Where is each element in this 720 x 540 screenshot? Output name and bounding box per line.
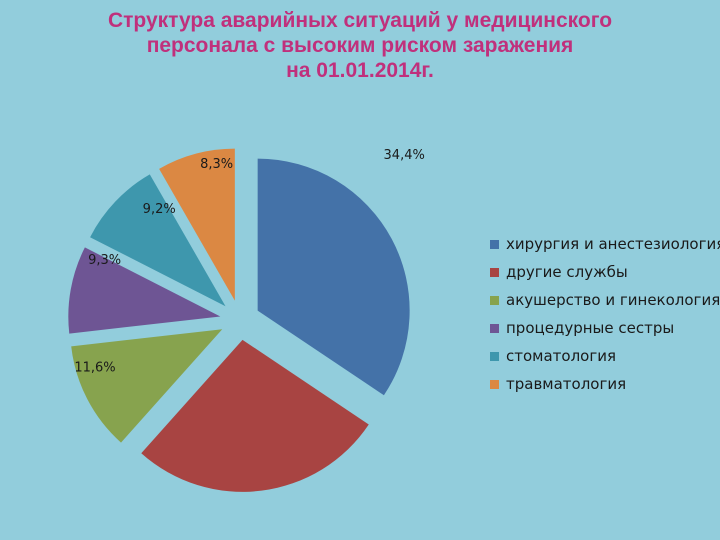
data-label-5: 8,3% — [200, 157, 233, 172]
legend-swatch-4 — [490, 351, 499, 361]
legend-item-2: акушерство и гинекология — [490, 286, 720, 314]
legend-swatch-5 — [490, 379, 499, 389]
data-label-4: 9,2% — [143, 202, 176, 217]
legend-label-3: процедурные сестры — [506, 319, 675, 337]
legend-item-4: стоматология — [490, 342, 720, 370]
pie-slice-0 — [257, 158, 410, 396]
chart-title-line-3: на 01.01.2014г. — [286, 59, 434, 82]
chart-title-line-1: Структура аварийных ситуаций у медицинск… — [107, 9, 613, 32]
data-label-2: 11,6% — [74, 361, 115, 376]
legend-swatch-0 — [490, 239, 499, 249]
legend-label-5: травматология — [506, 375, 627, 393]
chart-title-line-2: персонала с высоким риском заражения — [146, 34, 574, 57]
chart-legend: хирургия и анестезиология другие службы ак… — [490, 230, 720, 398]
chart-title: Структура аварийных ситуаций у медицинск… — [0, 8, 720, 83]
legend-label-4: стоматология — [506, 347, 617, 365]
legend-item-0: хирургия и анестезиология — [490, 230, 720, 258]
data-label-3: 9,3% — [88, 253, 121, 268]
pie-slice-3 — [68, 247, 221, 334]
legend-swatch-3 — [490, 323, 499, 333]
legend-label-2: акушерство и гинекология — [506, 291, 720, 309]
pie-slice-5 — [159, 148, 235, 301]
pie-slice-1 — [141, 339, 369, 492]
legend-label-1: другие службы — [506, 263, 628, 281]
legend-swatch-1 — [490, 267, 499, 277]
legend-item-1: другие службы — [490, 258, 720, 286]
legend-swatch-2 — [490, 295, 499, 305]
legend-item-5: травматология — [490, 370, 720, 398]
pie-slice-2 — [71, 329, 223, 443]
pie-slice-4 — [90, 174, 226, 307]
legend-label-0: хирургия и анестезиология — [506, 235, 720, 253]
legend-item-3: процедурные сестры — [490, 314, 720, 342]
data-label-0: 34,4% — [384, 148, 425, 163]
